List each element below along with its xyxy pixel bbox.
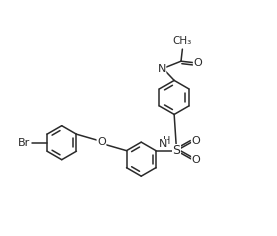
Text: O: O bbox=[191, 155, 200, 165]
Text: O: O bbox=[97, 137, 106, 148]
Text: S: S bbox=[173, 144, 181, 157]
Text: N: N bbox=[159, 139, 167, 149]
Text: O: O bbox=[193, 58, 202, 67]
Text: O: O bbox=[191, 136, 200, 146]
Text: H: H bbox=[163, 136, 170, 146]
Text: Br: Br bbox=[18, 138, 30, 148]
Text: N: N bbox=[158, 64, 166, 74]
Text: CH₃: CH₃ bbox=[173, 36, 192, 46]
